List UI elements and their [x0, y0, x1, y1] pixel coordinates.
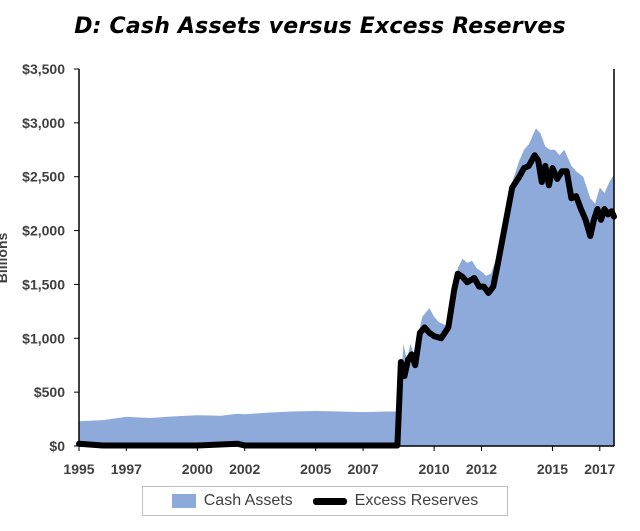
- legend-label-cash-assets: Cash Assets: [203, 492, 293, 509]
- x-tick-label: 2002: [229, 461, 260, 477]
- legend: Cash Assets Excess Reserves: [142, 486, 508, 516]
- x-tick-label: 2017: [584, 461, 615, 477]
- y-axis-label: Billions: [0, 233, 10, 284]
- x-tick-label: 1995: [63, 461, 94, 477]
- legend-swatch-excess-reserves: [312, 497, 347, 505]
- x-tick-label: 2005: [300, 461, 331, 477]
- legend-item-cash-assets: Cash Assets: [171, 492, 293, 510]
- x-tick-label: 2012: [466, 461, 497, 477]
- y-tick-label: $3,000: [22, 115, 65, 131]
- legend-item-excess-reserves: Excess Reserves: [312, 492, 479, 510]
- x-tick-label: 2010: [419, 461, 450, 477]
- plot-area: [76, 128, 617, 449]
- y-tick-label: $2,500: [22, 169, 65, 185]
- y-tick-label: $0: [49, 438, 65, 454]
- legend-label-excess-reserves: Excess Reserves: [354, 492, 479, 509]
- series-area-cash-assets: [79, 128, 614, 446]
- x-tick-label: 2007: [347, 461, 378, 477]
- y-tick-label: $2,000: [22, 223, 65, 239]
- x-tick-label: 1997: [111, 461, 142, 477]
- y-tick-label: $1,000: [22, 330, 65, 346]
- x-tick-label: 2000: [182, 461, 213, 477]
- y-tick-label: $3,500: [22, 61, 65, 77]
- chart-title: D: Cash Assets versus Excess Reserves: [74, 14, 566, 39]
- series-line-excess-reserves: [76, 152, 617, 449]
- x-tick-label: 2015: [537, 461, 568, 477]
- y-tick-label: $1,500: [22, 276, 65, 292]
- y-tick-label: $500: [34, 384, 65, 400]
- axes: $0 $500 $1,000 $1,500 $2,000 $2,500 $3,000 $3,5…: [0, 61, 616, 477]
- legend-swatch-cash-assets: [171, 494, 196, 508]
